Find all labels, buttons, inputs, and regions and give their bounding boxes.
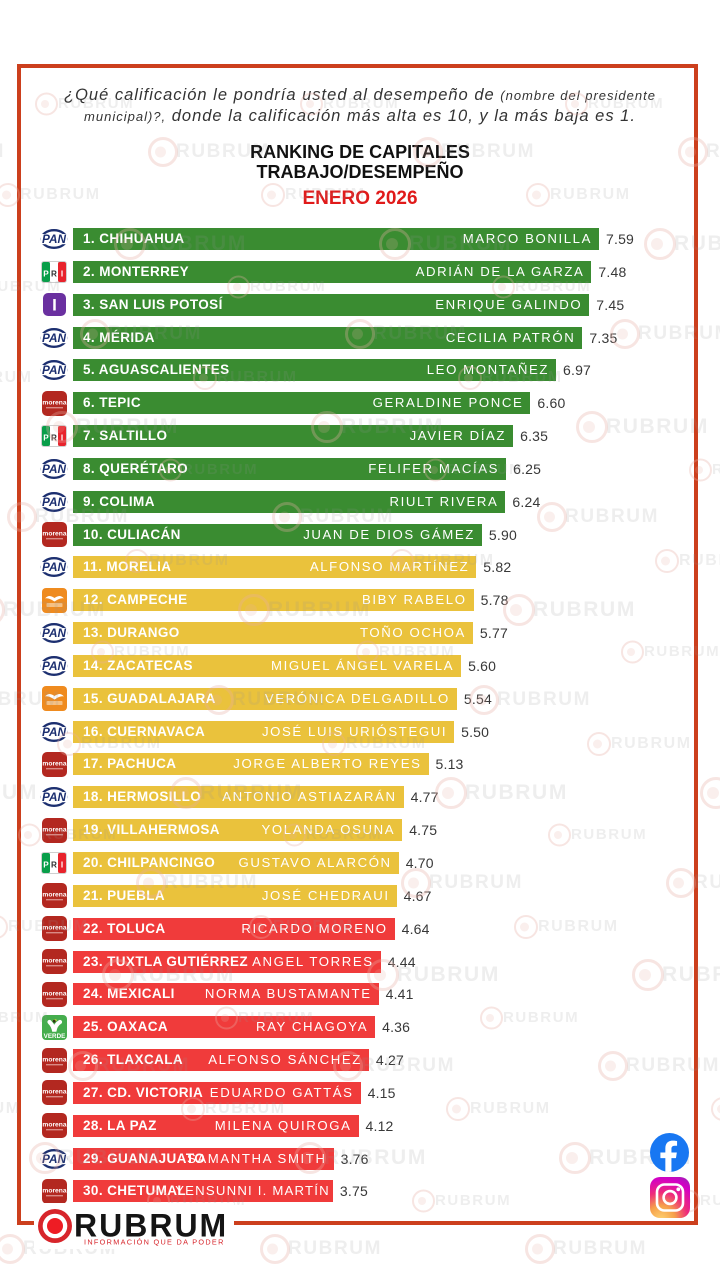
- svg-text:INFORMACIÓN QUE DA PODER: INFORMACIÓN QUE DA PODER: [84, 1238, 225, 1247]
- svg-text:RUBRUM: RUBRUM: [74, 1208, 228, 1244]
